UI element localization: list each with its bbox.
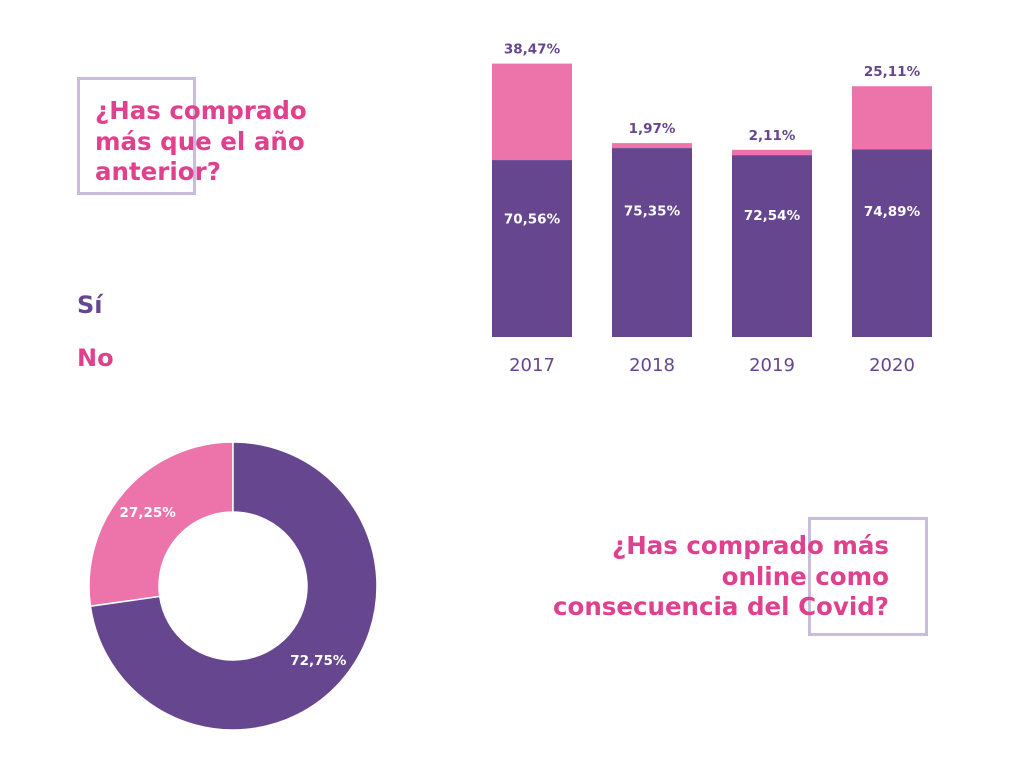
legend-no: No bbox=[77, 344, 114, 372]
bar-label-si-2020: 74,89% bbox=[864, 204, 921, 220]
donut-slice-no bbox=[88, 441, 234, 608]
bar-no-2018 bbox=[612, 143, 692, 149]
stacked-bar-chart: 70,56% 38,47% 2017 75,35% 1,97% 2018 72,54% 2,1… bbox=[492, 42, 932, 376]
bar-label-si-2017: 70,56% bbox=[504, 211, 561, 227]
bar-no-2019 bbox=[732, 149, 812, 156]
bar-si-2017 bbox=[492, 160, 572, 337]
bar-label-no-2018: 1,97% bbox=[629, 121, 676, 137]
bar-label-no-2019: 2,11% bbox=[749, 128, 796, 144]
bar-label-no-2020: 25,11% bbox=[864, 64, 921, 80]
question-2-text: ¿Has comprado más online como consecuencia… bbox=[552, 531, 889, 621]
donut-chart: 27,25% 72,75% bbox=[88, 441, 378, 731]
donut-label-no: 27,25% bbox=[120, 505, 177, 521]
bar-no-2020 bbox=[852, 86, 932, 150]
bar-si-2020 bbox=[852, 149, 932, 337]
x-tick-label-2019: 2019 bbox=[749, 355, 795, 376]
bar-no-2017 bbox=[492, 63, 572, 161]
x-tick-label-2017: 2017 bbox=[509, 355, 555, 376]
donut-label-si: 72,75% bbox=[290, 653, 347, 669]
question-1-frame bbox=[77, 77, 196, 195]
legend-si: Sí bbox=[77, 291, 103, 319]
donut-slice-si bbox=[89, 441, 378, 731]
question-2-frame bbox=[808, 517, 928, 636]
bar-label-no-2017: 38,47% bbox=[504, 42, 561, 58]
x-tick-label-2020: 2020 bbox=[869, 355, 915, 376]
x-tick-label-2018: 2018 bbox=[629, 355, 675, 376]
bar-si-2018 bbox=[612, 148, 692, 337]
question-1-text: ¿Has comprado más que el año anterior? bbox=[95, 96, 307, 186]
bar-si-2019 bbox=[732, 155, 812, 337]
bar-label-si-2019: 72,54% bbox=[744, 208, 801, 224]
bar-label-si-2018: 75,35% bbox=[624, 203, 681, 219]
